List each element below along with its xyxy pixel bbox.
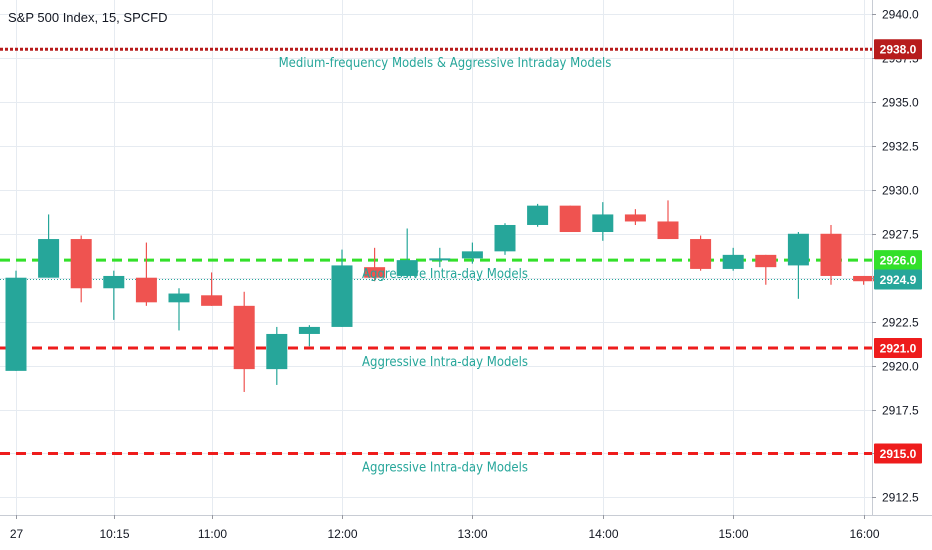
candle: [135, 242, 157, 306]
candle-body: [787, 233, 809, 266]
candle-body: [233, 305, 255, 370]
candle: [5, 270, 27, 371]
candle: [494, 223, 516, 255]
candle: [624, 209, 646, 225]
price-badge-bg: [874, 39, 922, 60]
candle: [853, 275, 875, 285]
x-tick-label: 15:00: [718, 527, 748, 541]
price-badge: 2915.0: [874, 443, 922, 464]
candle: [787, 232, 809, 299]
level-annotation: Aggressive Intra-day Models: [362, 355, 528, 370]
price-badge: 2926.0: [874, 250, 922, 271]
candle-body: [429, 258, 451, 261]
candle-body: [624, 214, 646, 222]
candle-body: [396, 260, 418, 276]
candle-body: [592, 214, 614, 233]
time-axis[interactable]: 27 10:15 11:00 12:00 13:00 14:00 15:00 16:00: [10, 515, 880, 541]
price-badge-label: 2924.9: [880, 273, 917, 287]
candle-body: [461, 251, 483, 259]
candle-body: [266, 333, 288, 370]
candle-body: [559, 205, 581, 233]
candle: [657, 200, 679, 240]
price-badge-bg: [874, 269, 922, 290]
y-tick-label: 2920.0: [882, 360, 919, 374]
x-tick-label: 12:00: [327, 527, 357, 541]
candle: [168, 288, 190, 331]
candle-body: [690, 239, 712, 269]
x-tick-label: 16:00: [849, 527, 879, 541]
candle-body: [5, 277, 27, 371]
candle-body: [527, 205, 549, 225]
x-tick-label: 14:00: [588, 527, 618, 541]
y-tick-label: 2917.5: [882, 404, 919, 418]
candle-body: [38, 239, 60, 278]
candle-body: [298, 326, 320, 334]
price-badge-bg: [874, 443, 922, 464]
candle: [70, 235, 92, 303]
chart-title: S&P 500 Index, 15, SPCFD: [8, 10, 167, 25]
x-tick-label: 13:00: [457, 527, 487, 541]
price-badge: 2924.9: [874, 269, 922, 290]
candle: [298, 325, 320, 347]
level-annotations: Medium-frequency Models & Aggressive Int…: [279, 56, 612, 475]
candle-body: [135, 277, 157, 303]
model-levels: [0, 47, 872, 455]
x-tick-label: 27: [10, 527, 24, 541]
candle-body: [70, 239, 92, 289]
candle: [527, 203, 549, 227]
candlestick-series: [5, 200, 875, 392]
candle-body: [722, 254, 744, 269]
price-badges: 2938.0 2926.0 2921.0 2915.0 2924.9: [874, 39, 922, 464]
price-badge-bg: [874, 338, 922, 359]
y-tick-label: 2922.5: [882, 316, 919, 330]
candle-body: [168, 293, 190, 303]
candle: [722, 247, 744, 271]
level-annotation: Aggressive Intra-day Models: [362, 460, 528, 475]
candle: [592, 202, 614, 241]
candle: [331, 249, 353, 327]
candle-body: [755, 254, 777, 268]
x-tick-label: 10:15: [99, 527, 129, 541]
price-badge-bg: [874, 250, 922, 271]
y-tick-label: 2932.5: [882, 140, 919, 154]
price-badge-label: 2921.0: [880, 342, 917, 356]
y-tick-label: 2912.5: [882, 491, 919, 505]
candle: [233, 291, 255, 392]
candle: [103, 270, 125, 320]
level-annotation: Aggressive Intra-day Models: [362, 267, 528, 282]
price-badge: 2938.0: [874, 39, 922, 60]
candle-body: [103, 275, 125, 289]
y-tick-label: 2935.0: [882, 96, 919, 110]
price-badge-label: 2926.0: [880, 254, 917, 268]
candle: [266, 326, 288, 385]
candle: [201, 272, 223, 306]
candle-body: [657, 221, 679, 240]
candle-body: [494, 224, 516, 252]
price-badge-label: 2915.0: [880, 447, 917, 461]
price-badge: 2921.0: [874, 338, 922, 359]
candle: [364, 247, 386, 282]
candle: [461, 242, 483, 264]
candle-body: [820, 233, 842, 276]
candle: [690, 235, 712, 271]
candle-body: [201, 295, 223, 306]
price-badge-label: 2938.0: [880, 43, 917, 57]
candle: [755, 254, 777, 285]
candle-body: [331, 265, 353, 327]
candle: [396, 228, 418, 278]
y-tick-label: 2940.0: [882, 8, 919, 22]
y-tick-label: 2927.5: [882, 228, 919, 242]
candle: [429, 247, 451, 268]
candle-body: [364, 267, 386, 278]
candle: [559, 205, 581, 233]
y-tick-label: 2930.0: [882, 184, 919, 198]
level-annotation: Medium-frequency Models & Aggressive Int…: [279, 56, 612, 71]
candle-body: [853, 275, 875, 282]
candle: [820, 224, 842, 285]
x-tick-label: 11:00: [198, 527, 227, 541]
candle: [38, 214, 60, 278]
